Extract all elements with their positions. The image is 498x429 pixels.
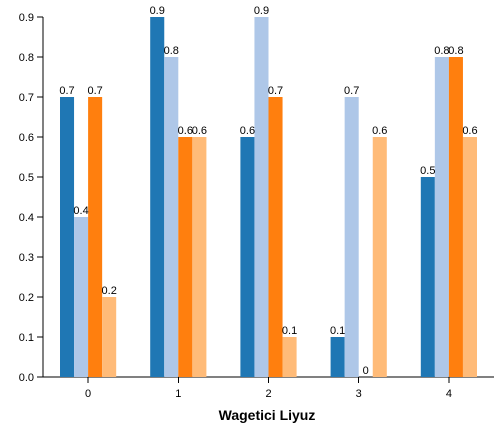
bar	[268, 97, 283, 377]
y-tick-label: 0.2	[19, 292, 34, 304]
bar-value-label: 0.9	[254, 5, 269, 17]
y-tick-label: 0.9	[19, 12, 34, 24]
bar-value-label: 0.7	[87, 85, 102, 97]
bar	[102, 297, 117, 377]
bar	[282, 337, 297, 377]
bar	[192, 137, 207, 377]
y-tick-label: 0.4	[19, 212, 34, 224]
bar-value-label: 0.8	[434, 45, 449, 57]
y-tick-label: 0.1	[19, 332, 34, 344]
bar-value-label: 0.7	[344, 85, 359, 97]
bars	[60, 17, 477, 377]
bar-value-label: 0.6	[372, 125, 387, 137]
bar-value-label: 0.7	[59, 85, 74, 97]
bar	[240, 137, 255, 377]
bar-value-label: 0.1	[330, 325, 345, 337]
x-tick-label: 4	[446, 388, 452, 400]
bar	[164, 57, 179, 377]
bar-value-label: 0.9	[150, 5, 165, 17]
bar	[178, 137, 193, 377]
x-tick-label: 1	[175, 388, 181, 400]
bar	[372, 137, 387, 377]
y-tick-label: 0.0	[19, 372, 34, 384]
bar	[150, 17, 165, 377]
bar-value-label: 0.6	[240, 125, 255, 137]
bar-value-label: 0.7	[268, 85, 283, 97]
x-tick-label: 0	[85, 388, 91, 400]
y-tick-label: 0.3	[19, 252, 34, 264]
bar-value-label: 0.6	[178, 125, 193, 137]
bar	[420, 177, 435, 377]
bar-value-label: 0.2	[102, 285, 117, 297]
y-tick-label: 0.6	[19, 132, 34, 144]
x-axis: 0 1 2 3 4	[43, 376, 494, 400]
bar-value-label: 0.6	[462, 125, 477, 137]
y-tick-label: 0.8	[19, 52, 34, 64]
x-tick-label: 3	[356, 388, 362, 400]
bar-value-label: 0	[363, 365, 369, 377]
bar	[330, 337, 345, 377]
bar-value-label: 0.8	[448, 45, 463, 57]
bar	[74, 217, 89, 377]
bar-value-label: 0.5	[420, 165, 435, 177]
bar	[88, 97, 103, 377]
bar-labels: 0.7 0.9 0.6 0.1 0.5 0.4 0.8 0.9 0.7 0.8 0.7 0.6 0.7 0…	[59, 5, 477, 377]
y-tick-label: 0.7	[19, 92, 34, 104]
bar	[60, 97, 75, 377]
bar	[344, 97, 359, 377]
y-axis: 0.0 0.1 0.2 0.3 0.4 0.5 0.6 0.7 0.8 0.9	[19, 12, 44, 384]
x-tick-label: 2	[265, 388, 271, 400]
bar-value-label: 0.8	[164, 45, 179, 57]
bar-value-label: 0.1	[282, 325, 297, 337]
bar-value-label: 0.6	[192, 125, 207, 137]
bar	[462, 137, 477, 377]
bar	[254, 17, 269, 377]
bar	[448, 57, 463, 377]
bar	[434, 57, 449, 377]
y-tick-label: 0.5	[19, 172, 34, 184]
x-axis-title: Wagetici Liyuz	[219, 407, 316, 423]
bar-value-label: 0.4	[73, 205, 88, 217]
